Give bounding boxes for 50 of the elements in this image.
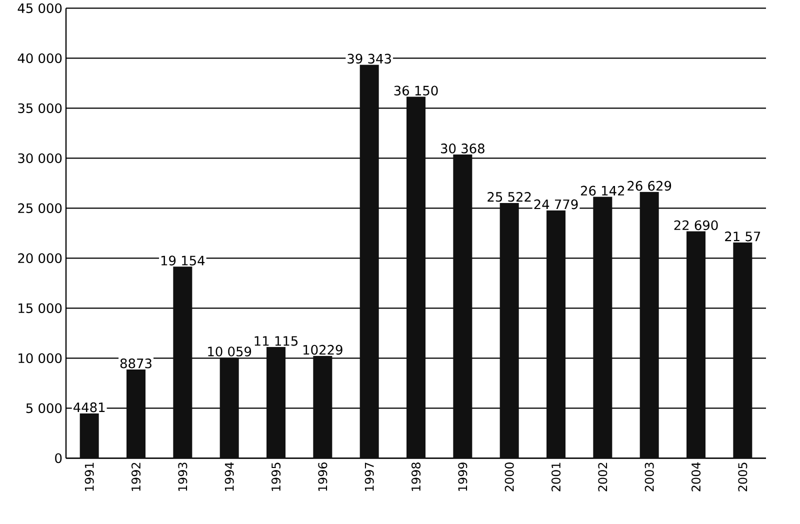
data-label: 19 154 — [161, 256, 205, 266]
data-label: 26 629 — [628, 180, 672, 191]
x-tick-label: 1991 — [84, 462, 94, 491]
y-tick-label: 45 000 — [18, 3, 62, 14]
x-tick-label: 2003 — [644, 462, 654, 492]
annotation: 21 57 — [725, 231, 760, 242]
y-tick-label: 30 000 — [18, 153, 62, 164]
data-label: 10229 — [303, 344, 342, 355]
bar — [126, 369, 146, 458]
y-tick-label: 5 000 — [26, 403, 62, 414]
x-tick-label: 1994 — [224, 462, 234, 491]
x-tick-label: 2002 — [598, 462, 608, 492]
data-label: 22 690 — [674, 220, 718, 230]
bar — [313, 356, 332, 458]
x-tick-label: 1998 — [411, 462, 421, 491]
data-label: 24 779 — [534, 199, 578, 210]
bar — [640, 192, 659, 458]
bar — [686, 231, 706, 458]
y-tick-label: 35 000 — [18, 103, 62, 114]
data-label: 10 059 — [208, 346, 252, 356]
x-tick-label: 2001 — [551, 462, 561, 492]
y-tick-label: 0 — [55, 453, 62, 464]
bar — [733, 242, 752, 458]
data-label: 4481 — [73, 402, 105, 412]
x-tick-label: 1997 — [364, 462, 374, 491]
bar — [453, 154, 472, 458]
bar — [500, 202, 519, 458]
bar — [593, 196, 612, 458]
y-tick-label: 40 000 — [18, 53, 62, 64]
data-label: 39 343 — [348, 54, 391, 64]
y-tick-label: 15 000 — [18, 303, 62, 314]
x-tick-label: 2004 — [691, 462, 701, 492]
bar — [406, 96, 426, 458]
y-tick-label: 25 000 — [18, 203, 62, 214]
data-label: 25 522 — [488, 192, 531, 202]
bar — [173, 266, 192, 458]
data-label: 11 115 — [254, 336, 298, 346]
x-tick-label: 1999 — [458, 462, 468, 491]
y-tick-label: 10 000 — [18, 353, 62, 364]
y-tick-label: 20 000 — [18, 253, 62, 264]
x-tick-label: 1995 — [271, 462, 281, 491]
x-tick-label: 2005 — [738, 462, 748, 492]
x-tick-label: 1992 — [131, 462, 141, 491]
x-tick-label: 2000 — [504, 462, 514, 492]
data-label: 30 368 — [440, 143, 484, 154]
x-tick-label: 1993 — [178, 462, 188, 491]
data-label: 36 150 — [394, 86, 438, 96]
data-label: 8873 — [120, 358, 152, 368]
data-label: 26 142 — [580, 186, 624, 196]
x-tick-label: 1996 — [318, 462, 328, 491]
